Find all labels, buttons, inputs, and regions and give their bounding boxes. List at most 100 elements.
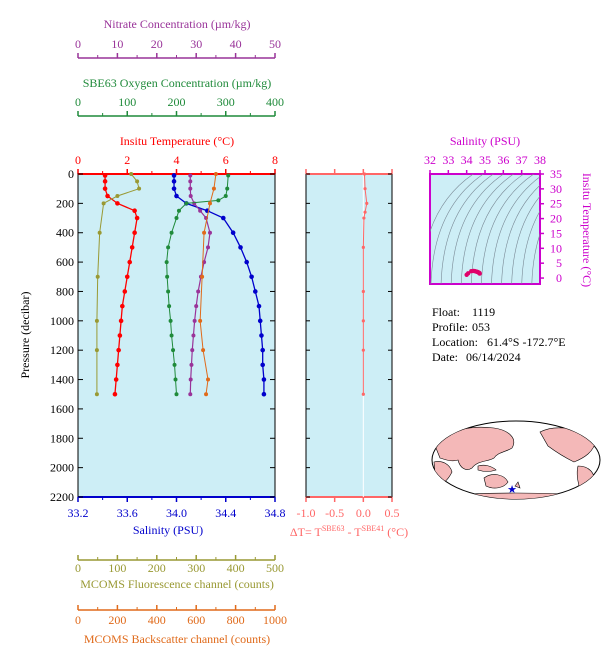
- star-icon: ★: [507, 484, 517, 496]
- temperature-data-point: [113, 377, 119, 382]
- oxygen-data-point: [216, 198, 221, 203]
- ts-data-point: [477, 271, 482, 276]
- ts-xtick-label: 38: [534, 153, 546, 167]
- temperature-data-point: [102, 173, 108, 178]
- oxygen-data-point: [223, 194, 228, 199]
- ts-yaxis-label: Insitu Temperature (°C): [580, 173, 594, 287]
- delta-series: [361, 172, 369, 497]
- ts-ytick-label: 5: [556, 256, 562, 270]
- location-label: Location:: [432, 335, 478, 349]
- nitrate-data-point: [188, 179, 193, 184]
- fluorescence-data-point: [94, 318, 99, 323]
- oxygen-data-point: [174, 216, 179, 221]
- backscatter-axis: 0 200 400 600 800 1000 MCOMS Backscatter chan…: [75, 605, 287, 646]
- ts-ytick-label: 10: [550, 241, 562, 255]
- oxygen-data-point: [176, 208, 181, 213]
- ts-density-contour: [481, 174, 535, 284]
- svg-text:Float:1119: Float: 1119: [432, 305, 495, 319]
- oxygen-data-point: [173, 377, 178, 382]
- ts-plot-area: [429, 173, 541, 285]
- profile-value: 053: [472, 320, 490, 334]
- oxygen-data-point: [225, 186, 230, 191]
- oxygen-data-point: [174, 392, 179, 397]
- temperature-data-point: [132, 208, 137, 214]
- backscatter-data-point: [206, 377, 211, 382]
- backscatter-data-point: [202, 230, 207, 235]
- salinity-data-point: [174, 193, 179, 199]
- backscatter-data-point: [201, 348, 206, 353]
- fluorescence-tick-label: 400: [227, 561, 245, 575]
- delta-line: [362, 173, 368, 395]
- nitrate-tick-label: 50: [269, 37, 281, 51]
- delta-tick-label: 0.5: [385, 506, 400, 520]
- salinity-data-point: [260, 362, 265, 368]
- nitrate-tick-label: 20: [151, 37, 163, 51]
- float-label: Float:: [432, 305, 460, 319]
- oxygen-data-point: [168, 318, 173, 323]
- backscatter-tick-label: 0: [75, 613, 81, 627]
- ts-density-contours: [430, 174, 540, 284]
- delta-data-point: [361, 245, 365, 250]
- oxygen-data-point: [169, 333, 174, 338]
- nitrate-data-point: [190, 348, 195, 353]
- ts-density-contour: [430, 174, 474, 233]
- map-land-asia: [435, 426, 514, 470]
- backscatter-data-point: [213, 172, 218, 176]
- nitrate-data-point: [188, 377, 193, 382]
- pressure-axis-label: Pressure (decibar): [18, 292, 32, 379]
- fluorescence-profile-line: [96, 173, 140, 395]
- ts-xtick-label: 37: [516, 153, 528, 167]
- salinity-data-point: [238, 245, 243, 250]
- backscatter-data-point: [207, 201, 212, 206]
- map-land-new-zealand: [514, 481, 521, 489]
- salinity-data-point: [261, 377, 267, 382]
- delta-data-point: [361, 289, 365, 294]
- temperature-data-point: [102, 186, 108, 191]
- salinity-data-point: [230, 230, 236, 236]
- ts-density-contour: [450, 174, 505, 284]
- oxygen-tick-label: 100: [118, 95, 136, 109]
- pressure-tick-label: 400: [56, 226, 74, 240]
- fluorescence-data-point: [115, 194, 120, 199]
- svg-text:Location:61.4°S -172.7°E: Location: 61.4°S -172.7°E: [432, 335, 566, 349]
- date-value: 06/14/2024: [466, 350, 521, 364]
- pressure-tick-label: 600: [56, 255, 74, 269]
- oxygen-data-point: [172, 362, 177, 367]
- ts-xtick-label: 35: [479, 153, 491, 167]
- oxygen-axis: SBE63 Oxygen Concentration (µm/kg) 0 100 2…: [75, 76, 284, 117]
- fluorescence-data-point: [97, 230, 102, 235]
- world-map: ★: [431, 420, 601, 500]
- map-land-australia: [483, 474, 509, 489]
- fluorescence-data-point: [95, 274, 100, 279]
- temperature-data-point: [105, 193, 110, 199]
- oxygen-data-point: [169, 230, 174, 235]
- pressure-tick-label: 1200: [50, 343, 74, 357]
- temperature-tick-label: 0: [75, 153, 81, 167]
- temperature-data-point: [118, 318, 124, 324]
- fluorescence-tick-label: 100: [108, 561, 126, 575]
- temperature-data-point: [117, 333, 123, 338]
- temperature-data-point: [127, 259, 133, 265]
- salinity-data-point: [171, 173, 177, 178]
- ts-density-contour: [491, 176, 540, 284]
- ts-density-contour: [521, 210, 540, 284]
- ts-ytick-label: 0: [556, 271, 562, 285]
- delta-data-point: [361, 392, 365, 396]
- temperature-axis-label: Insitu Temperature (°C): [120, 134, 234, 148]
- temperature-data-point: [115, 201, 120, 206]
- nitrate-data-point: [192, 201, 197, 206]
- salinity-data-point: [171, 179, 177, 184]
- nitrate-tick-label: 10: [111, 37, 123, 51]
- temperature-tick-label: 4: [174, 153, 180, 167]
- nitrate-data-point: [207, 230, 212, 235]
- ts-density-contour: [471, 174, 525, 284]
- salinity-data-point: [220, 215, 226, 221]
- nitrate-data-point: [188, 186, 193, 191]
- salinity-data-point: [253, 289, 258, 294]
- nitrate-axis-label: Nitrate Concentration (µm/kg): [104, 17, 251, 31]
- nitrate-data-point: [198, 208, 203, 213]
- backscatter-data-point: [200, 274, 205, 279]
- ts-density-contour: [440, 174, 495, 284]
- oxygen-data-point: [166, 245, 171, 250]
